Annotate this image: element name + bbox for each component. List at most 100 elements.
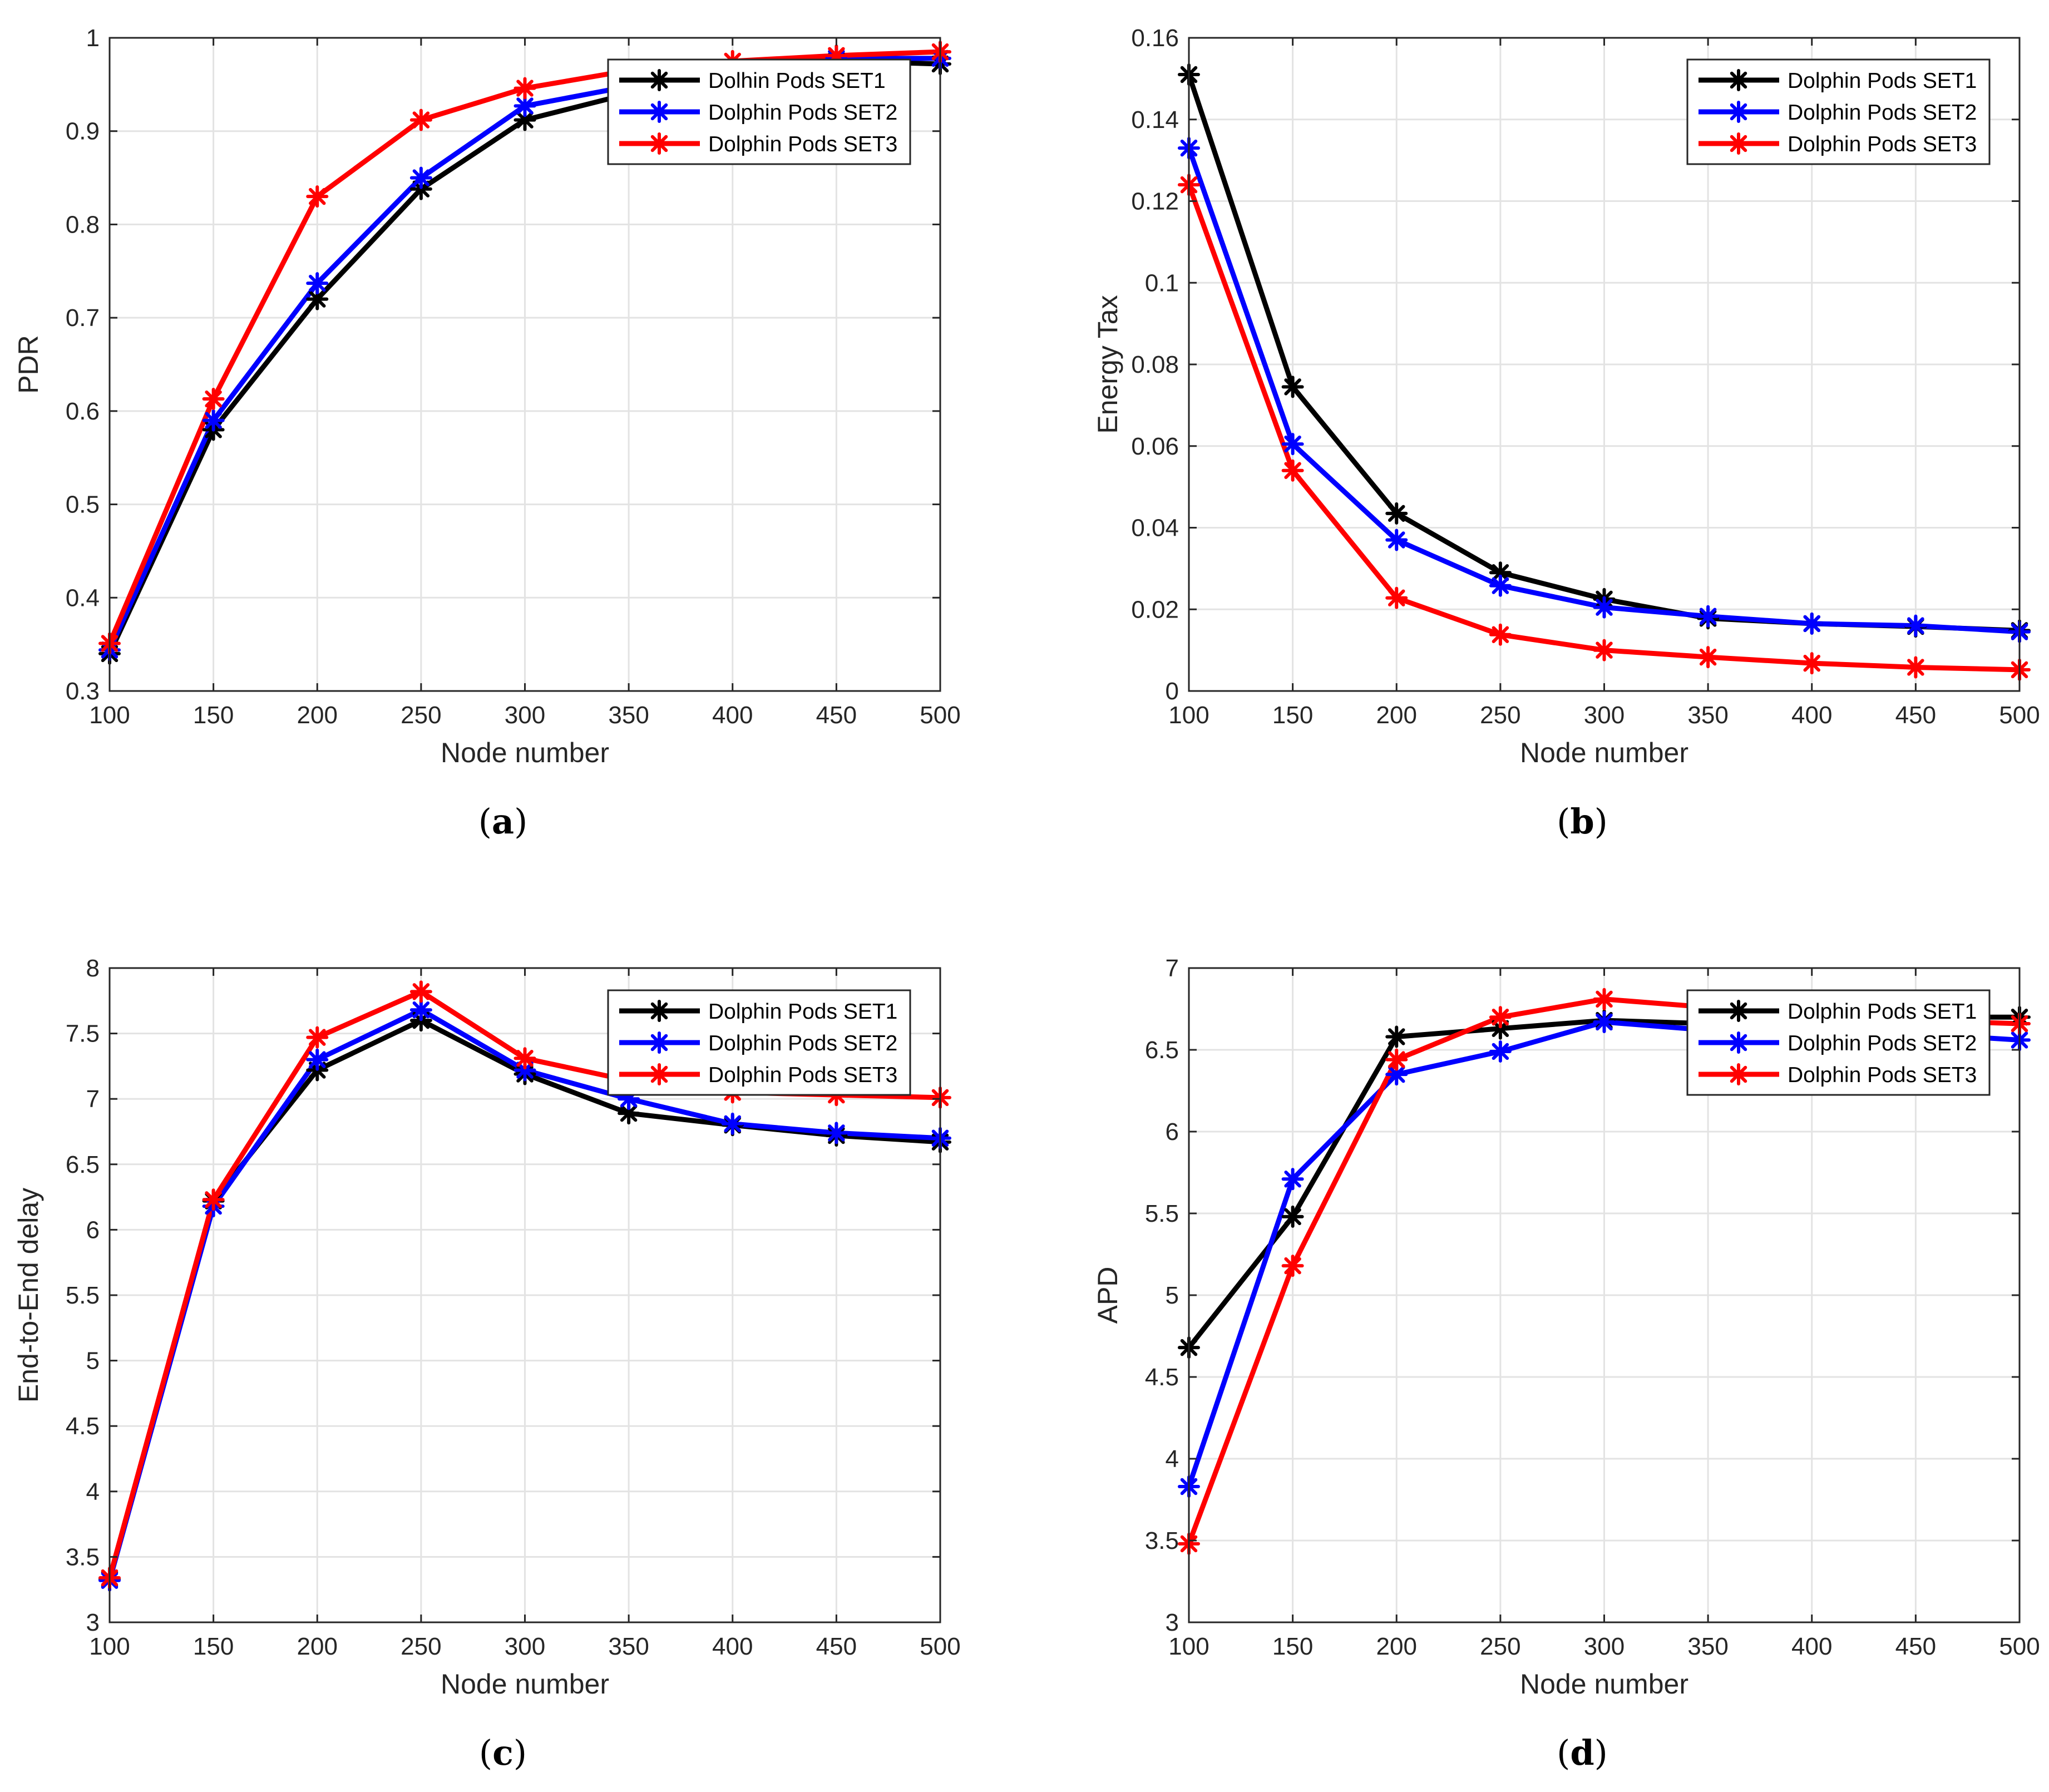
data-point-set1-stroke-3 (1284, 378, 1301, 396)
y-tick-label: 4.5 (66, 1413, 100, 1440)
y-tick-label: 4.5 (1145, 1364, 1179, 1391)
x-tick-label: 250 (401, 1633, 441, 1660)
data-point-set3-stroke-3 (1596, 990, 1613, 1008)
legend-label-set1: Dolphin Pods SET1 (1788, 1000, 1977, 1024)
data-point-set2 (202, 409, 225, 432)
legend-label-set3: Dolphin Pods SET3 (1788, 132, 1977, 156)
data-point-set3 (1800, 652, 1823, 675)
data-point-set3-stroke-3 (1284, 462, 1301, 480)
legend-marker-set3-stroke-3 (650, 1065, 668, 1083)
x-tick-label: 350 (608, 702, 649, 729)
legend-marker-set2-stroke-3 (1730, 1034, 1747, 1051)
legend-label-set2: Dolphin Pods SET2 (708, 1031, 897, 1055)
legend-marker-set1 (648, 69, 670, 91)
legend-label-set2: Dolphin Pods SET2 (1788, 101, 1977, 125)
legend-marker-set3 (648, 132, 670, 155)
data-point-set2-stroke-3 (516, 97, 534, 115)
data-point-set3-stroke-3 (1388, 589, 1405, 606)
x-tick-label: 200 (297, 702, 338, 729)
y-tick-label: 7 (86, 1085, 100, 1113)
data-point-set3 (514, 1047, 536, 1070)
legend-item-set3: Dolphin Pods SET3 (1699, 1063, 1977, 1087)
y-axis-label: Energy Tax (1092, 295, 1123, 433)
y-tick-label: 0.5 (66, 491, 100, 519)
y-tick-label: 0.3 (66, 678, 100, 705)
legend-marker-set2 (648, 101, 670, 123)
legend-marker-set1-stroke-3 (1730, 71, 1747, 89)
data-point-set1 (1385, 502, 1408, 525)
x-tick-label: 400 (1791, 1633, 1832, 1660)
legend-marker-set3-stroke-3 (650, 135, 668, 152)
y-tick-label: 0.8 (66, 211, 100, 238)
y-tick-label: 0.14 (1131, 106, 1179, 134)
data-point-set3 (1385, 586, 1408, 609)
data-point-set3 (1489, 1006, 1512, 1029)
x-tick-label: 200 (1376, 1633, 1417, 1660)
data-point-set3-stroke-3 (412, 111, 430, 129)
data-point-set2 (409, 999, 432, 1021)
data-point-set2 (1904, 614, 1927, 637)
data-point-set2-stroke-3 (412, 1001, 430, 1019)
y-tick-label: 4 (86, 1478, 100, 1505)
data-point-set2 (1697, 605, 1720, 628)
data-point-set3-stroke-3 (1284, 1257, 1301, 1275)
x-tick-label: 300 (1584, 702, 1625, 729)
data-point-set2-stroke-3 (1284, 435, 1301, 453)
y-tick-label: 0.06 (1131, 433, 1179, 460)
x-tick-label: 250 (401, 702, 441, 729)
x-tick-label: 450 (1895, 1633, 1936, 1660)
data-point-set3 (1489, 623, 1512, 646)
data-point-set2 (1489, 1040, 1512, 1063)
panel-caption-c: (c) (478, 1732, 527, 1773)
y-tick-label: 0.1 (1145, 269, 1179, 297)
data-point-set3 (1697, 646, 1720, 669)
legend-item-set1: Dolphin Pods SET1 (619, 1000, 897, 1024)
legend-label-set1: Dolphin Pods SET1 (1788, 69, 1977, 93)
data-point-set2-stroke-3 (516, 1062, 534, 1079)
x-tick-label: 300 (505, 702, 545, 729)
x-tick-label: 200 (297, 1633, 338, 1660)
x-tick-label: 450 (1895, 702, 1936, 729)
data-point-set2-stroke-3 (1492, 577, 1509, 594)
x-tick-label: 300 (1584, 1633, 1625, 1660)
data-point-set2 (1489, 574, 1512, 597)
legend-label-set3: Dolphin Pods SET3 (708, 1063, 897, 1087)
data-point-set2-stroke-3 (412, 169, 430, 186)
data-point-set2 (1593, 596, 1616, 619)
legend-marker-set2-stroke-3 (650, 103, 668, 121)
data-point-set3-stroke-3 (412, 983, 430, 1000)
panel-caption-a: (a) (478, 801, 528, 842)
data-point-set2 (409, 166, 432, 189)
x-axis-label: Node number (441, 737, 609, 768)
y-tick-label: 6.5 (66, 1151, 100, 1178)
y-tick-label: 3.5 (1145, 1527, 1179, 1554)
data-point-set3 (1593, 639, 1616, 661)
data-point-set3-stroke-3 (309, 187, 326, 205)
legend-item-set3: Dolphin Pods SET3 (619, 132, 897, 156)
y-tick-label: 1 (86, 24, 100, 52)
data-point-set2-stroke-3 (309, 1051, 326, 1068)
legend-item-set1: Dolphin Pods SET1 (1699, 1000, 1977, 1024)
legend-marker-set3-stroke-3 (1730, 135, 1747, 152)
y-tick-label: 0.12 (1131, 188, 1179, 215)
x-tick-label: 400 (712, 702, 753, 729)
data-point-set1-stroke-3 (1284, 1208, 1301, 1226)
legend-item-set2: Dolphin Pods SET2 (1699, 1031, 1977, 1055)
x-tick-label: 450 (816, 702, 857, 729)
legend-item-set1: Dolhin Pods SET1 (619, 69, 886, 93)
data-point-set1-stroke-3 (516, 111, 534, 129)
data-point-set3 (1281, 459, 1304, 482)
y-axis-label: APD (1092, 1267, 1123, 1324)
legend-marker-set3 (1727, 132, 1750, 155)
y-tick-label: 3.5 (66, 1543, 100, 1571)
data-point-set3 (1593, 988, 1616, 1010)
data-point-set2-stroke-3 (1907, 617, 1924, 634)
legend-marker-set1 (1727, 1000, 1750, 1022)
legend-item-set2: Dolphin Pods SET2 (619, 1031, 897, 1055)
data-point-set3 (409, 108, 432, 131)
legend-marker-set1-stroke-3 (650, 1002, 668, 1020)
data-point-set2 (825, 1122, 848, 1144)
data-point-set3-stroke-3 (1492, 1008, 1509, 1026)
legend-marker-set2 (648, 1031, 670, 1054)
legend-marker-set3-stroke-3 (1730, 1065, 1747, 1083)
